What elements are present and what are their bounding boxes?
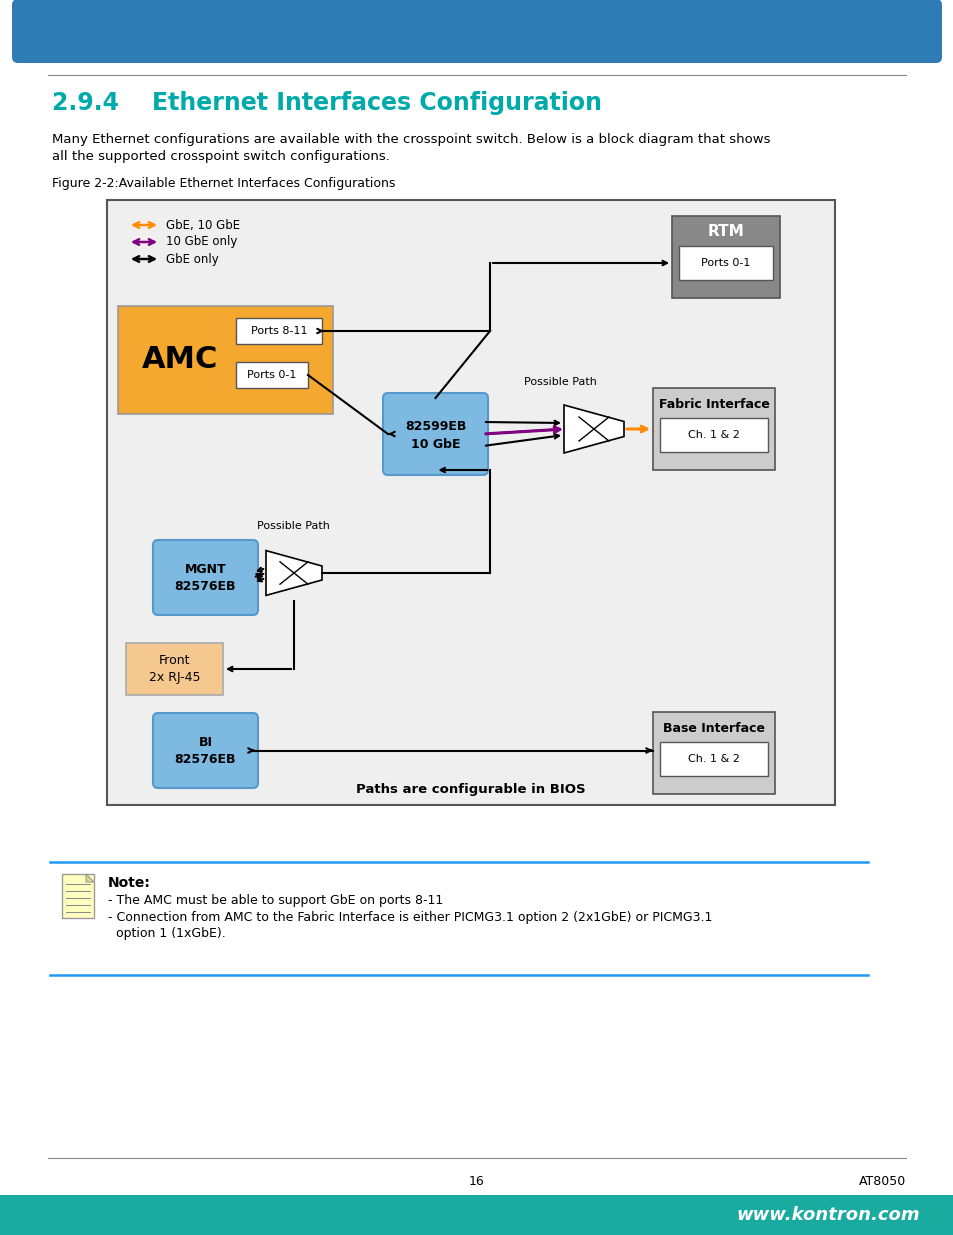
FancyBboxPatch shape (152, 713, 257, 788)
Text: 2x RJ-45: 2x RJ-45 (149, 672, 200, 684)
Text: Fabric Interface: Fabric Interface (658, 399, 769, 411)
Text: 2.9.4    Ethernet Interfaces Configuration: 2.9.4 Ethernet Interfaces Configuration (52, 91, 601, 115)
Bar (235, 362, 308, 388)
Text: GbE, 10 GbE: GbE, 10 GbE (166, 219, 240, 231)
FancyBboxPatch shape (382, 393, 488, 475)
Text: 16: 16 (469, 1174, 484, 1188)
Text: AMC: AMC (142, 346, 218, 374)
Bar (652, 713, 774, 794)
Text: Note:: Note: (108, 876, 151, 890)
Text: option 1 (1xGbE).: option 1 (1xGbE). (108, 927, 226, 940)
Text: MGNT: MGNT (185, 563, 226, 576)
Text: Possible Path: Possible Path (523, 377, 596, 387)
Bar (0, 1195, 953, 1235)
Text: www.kontron.com: www.kontron.com (736, 1207, 919, 1224)
Polygon shape (86, 874, 94, 882)
Text: Paths are configurable in BIOS: Paths are configurable in BIOS (355, 783, 585, 795)
Text: - The AMC must be able to support GbE on ports 8-11: - The AMC must be able to support GbE on… (108, 894, 443, 906)
Text: Many Ethernet configurations are available with the crosspoint switch. Below is : Many Ethernet configurations are availab… (52, 133, 770, 146)
Text: - Connection from AMC to the Fabric Interface is either PICMG3.1 option 2 (2x1Gb: - Connection from AMC to the Fabric Inte… (108, 911, 712, 924)
Text: BI: BI (198, 736, 213, 748)
FancyBboxPatch shape (152, 540, 257, 615)
Text: 82576EB: 82576EB (174, 580, 236, 593)
Bar (126, 643, 223, 695)
Text: Front: Front (158, 655, 190, 667)
Text: Ports 8-11: Ports 8-11 (251, 326, 307, 336)
Text: all the supported crosspoint switch configurations.: all the supported crosspoint switch conf… (52, 149, 390, 163)
Text: 10 GbE: 10 GbE (411, 437, 459, 451)
Bar (107, 200, 834, 805)
Text: Ch. 1 & 2: Ch. 1 & 2 (687, 430, 740, 440)
Text: GbE only: GbE only (166, 252, 218, 266)
Bar (118, 306, 333, 414)
Polygon shape (266, 551, 322, 595)
Bar (235, 317, 322, 345)
FancyBboxPatch shape (12, 0, 941, 63)
Text: RTM: RTM (707, 225, 743, 240)
Bar (652, 388, 774, 471)
Bar (62, 874, 94, 918)
Bar (659, 742, 767, 776)
Text: Ports 0-1: Ports 0-1 (247, 370, 296, 380)
Bar (659, 417, 767, 452)
Text: AT8050: AT8050 (858, 1174, 905, 1188)
Text: 82576EB: 82576EB (174, 753, 236, 766)
Text: Ch. 1 & 2: Ch. 1 & 2 (687, 755, 740, 764)
Text: Figure 2-2:Available Ethernet Interfaces Configurations: Figure 2-2:Available Ethernet Interfaces… (52, 177, 395, 190)
Text: 82599EB: 82599EB (404, 420, 466, 432)
Text: Possible Path: Possible Path (256, 521, 329, 531)
Text: Ports 0-1: Ports 0-1 (700, 258, 750, 268)
Text: Base Interface: Base Interface (662, 722, 764, 736)
Bar (679, 246, 772, 280)
Text: 10 GbE only: 10 GbE only (166, 236, 237, 248)
Bar (671, 216, 780, 298)
Polygon shape (563, 405, 623, 453)
